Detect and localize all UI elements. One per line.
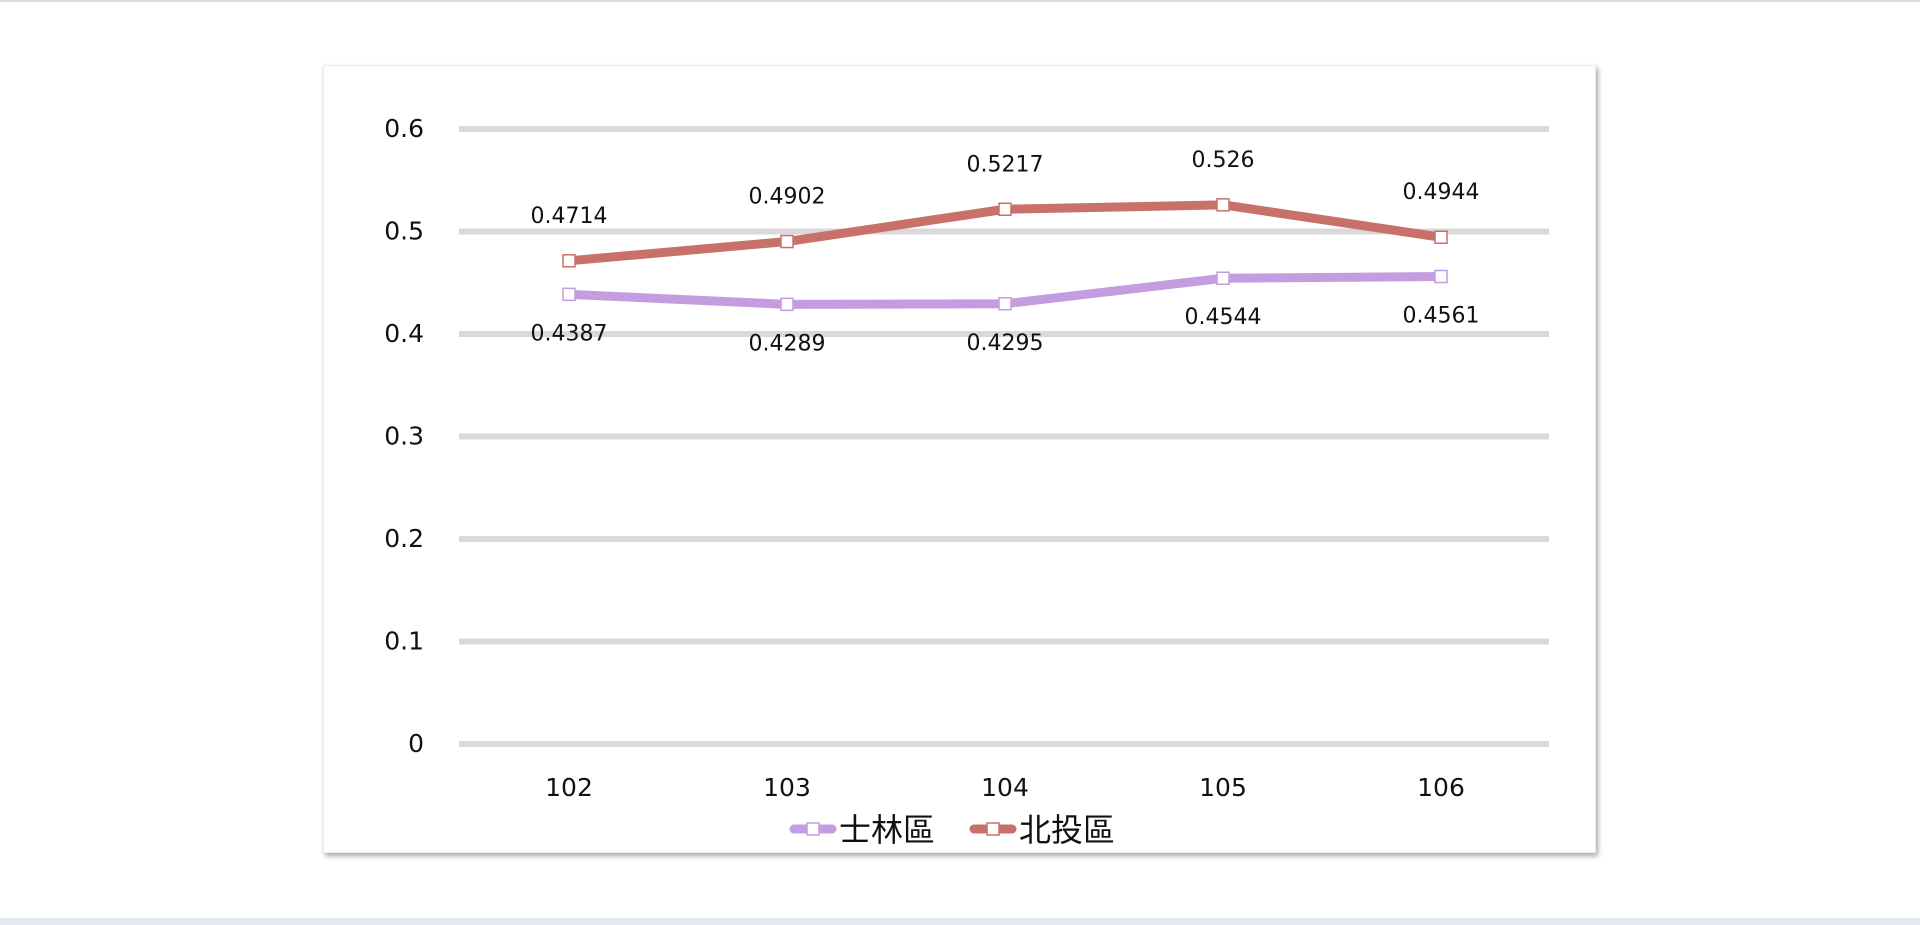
y-tick-label: 0.4 (384, 319, 424, 348)
chart-card: 0 0.1 0.2 0.3 0.4 0.5 0.6 102 103 104 105 106 0.43… (323, 65, 1596, 853)
data-point-marker (1216, 198, 1230, 212)
data-point-marker (1434, 230, 1448, 244)
data-label: 0.4902 (749, 185, 826, 210)
data-point-marker (998, 202, 1012, 217)
data-label: 0.4944 (1403, 180, 1480, 205)
y-tick-label: 0.5 (384, 217, 424, 246)
gridlines (459, 126, 1549, 747)
data-label: 0.4295 (967, 331, 1044, 356)
series-markers (562, 198, 1448, 312)
y-tick-label: 0.2 (384, 524, 424, 553)
x-tick-label: 104 (981, 773, 1029, 802)
x-tick-label: 103 (763, 773, 811, 802)
data-point-marker (1434, 269, 1448, 284)
y-tick-label: 0.3 (384, 422, 424, 451)
series-lines (564, 200, 1446, 309)
data-label: 0.4289 (749, 331, 826, 356)
y-tick-label: 0.6 (384, 114, 424, 143)
data-point-marker (562, 287, 576, 302)
data-point-marker (998, 297, 1012, 311)
data-point-marker (1216, 271, 1230, 285)
x-tick-label: 106 (1417, 773, 1465, 802)
y-axis-tick-labels: 0 0.1 0.2 0.3 0.4 0.5 0.6 (384, 114, 424, 758)
data-label: 0.4387 (531, 321, 608, 346)
data-point-marker (562, 254, 576, 268)
data-label: 0.4544 (1185, 305, 1262, 330)
legend-label: 士林區 (839, 811, 935, 849)
data-point-marker (780, 297, 794, 312)
data-label: 0.4714 (531, 204, 608, 229)
x-axis-tick-labels: 102 103 104 105 106 (545, 773, 1465, 802)
x-tick-label: 105 (1199, 773, 1247, 802)
y-tick-label: 0.1 (384, 627, 424, 656)
x-tick-label: 102 (545, 773, 593, 802)
legend: 士林區 北投區 (789, 811, 1115, 849)
legend-label: 北投區 (1019, 811, 1115, 849)
data-label: 0.4561 (1403, 303, 1480, 328)
data-label: 0.526 (1192, 148, 1255, 173)
data-point-marker (780, 234, 794, 249)
data-label: 0.5217 (967, 152, 1044, 177)
legend-swatch-marker (806, 822, 820, 836)
legend-swatch-marker (986, 822, 1000, 836)
y-tick-label: 0 (408, 729, 424, 758)
line-chart: 0 0.1 0.2 0.3 0.4 0.5 0.6 102 103 104 105 106 0.43… (384, 114, 1549, 849)
data-labels: 0.4387 0.4289 0.4295 0.4544 0.4561 0.4714 0.49… (531, 148, 1480, 357)
bottom-strip (0, 918, 1920, 925)
